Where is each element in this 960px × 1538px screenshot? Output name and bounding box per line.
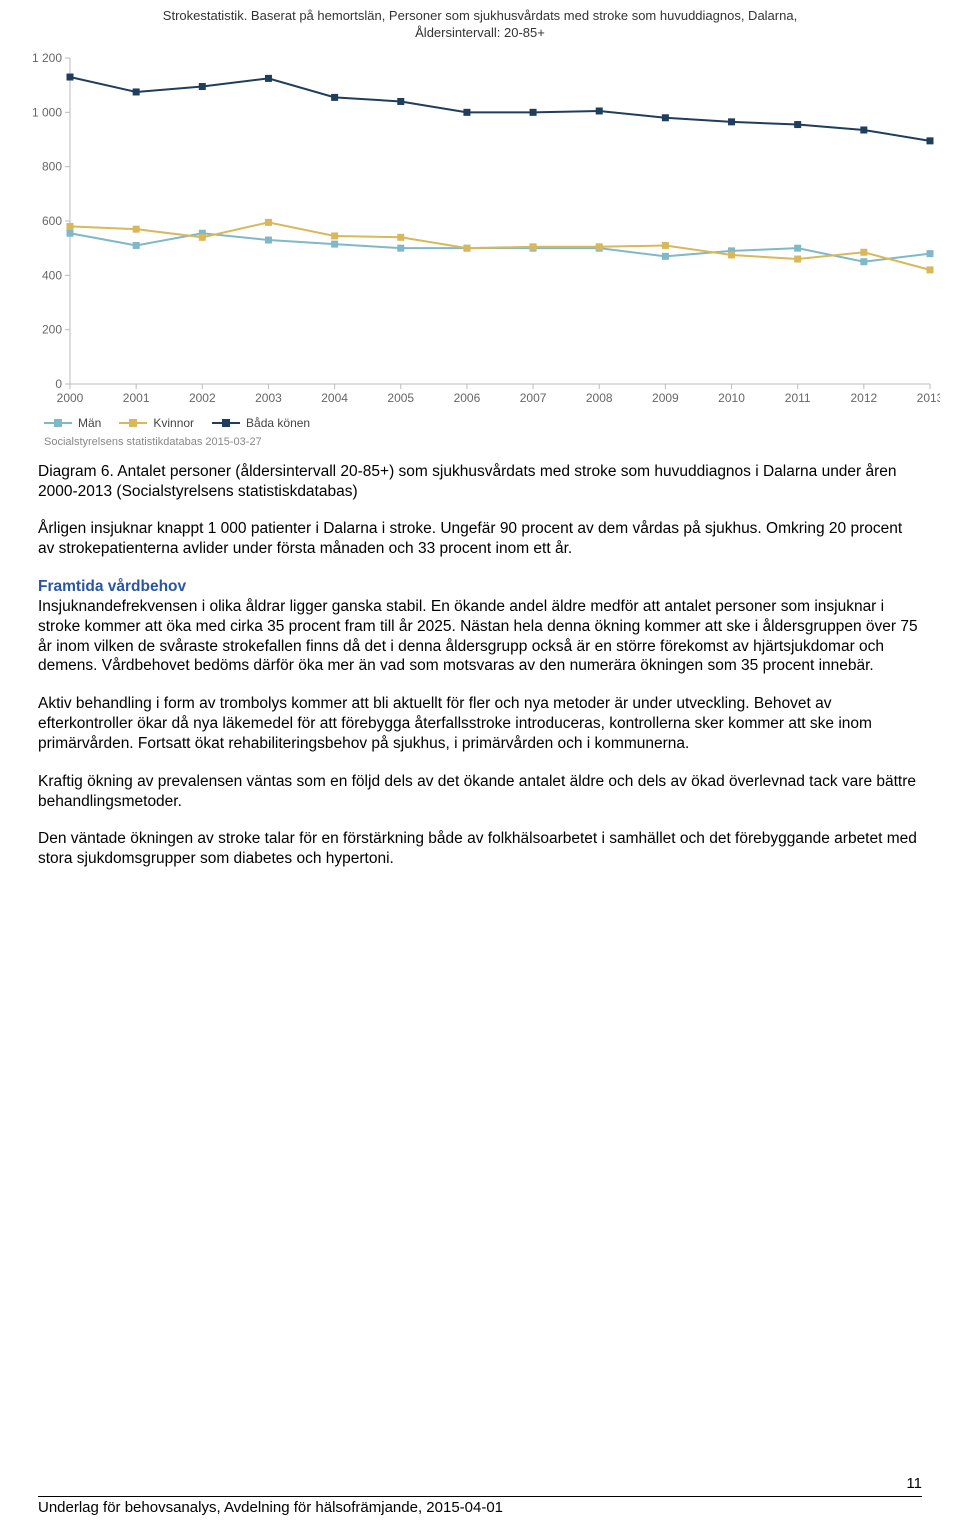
svg-text:2007: 2007 [520,391,547,405]
paragraph-5: Den väntade ökningen av stroke talar för… [38,829,922,869]
footer-text: Underlag för behovsanalys, Avdelning för… [38,1499,503,1516]
chart-legend: Män Kvinnor Båda könen [20,408,940,432]
figure-caption: Diagram 6. Antalet personer (åldersinter… [38,462,922,502]
chart-title-line1: Strokestatistik. Baserat på hemortslän, … [163,8,797,23]
legend-label: Män [78,416,101,430]
svg-text:400: 400 [42,268,62,282]
svg-text:2000: 2000 [57,391,84,405]
svg-text:800: 800 [42,159,62,173]
svg-text:1 000: 1 000 [32,105,62,119]
svg-text:2006: 2006 [454,391,481,405]
page-footer: Underlag för behovsanalys, Avdelning för… [38,1496,922,1516]
paragraph-4: Kraftig ökning av prevalensen väntas som… [38,772,922,812]
svg-text:600: 600 [42,214,62,228]
paragraph-1: Årligen insjuknar knappt 1 000 patienter… [38,519,922,559]
paragraph-3: Aktiv behandling i form av trombolys kom… [38,694,922,753]
svg-text:2004: 2004 [321,391,348,405]
svg-text:2003: 2003 [255,391,282,405]
paragraph-2: Insjuknandefrekvensen i olika åldrar lig… [38,598,918,674]
svg-text:2011: 2011 [785,391,811,405]
svg-text:2008: 2008 [586,391,613,405]
document-body: Diagram 6. Antalet personer (åldersinter… [0,462,960,869]
legend-swatch [212,422,240,424]
page-number: 11 [906,1475,922,1492]
paragraph-vardbehov: Framtida vårdbehov Insjuknandefrekvensen… [38,577,922,676]
svg-text:2010: 2010 [718,391,745,405]
chart-title: Strokestatistik. Baserat på hemortslän, … [20,8,940,42]
svg-text:200: 200 [42,322,62,336]
svg-text:2009: 2009 [652,391,679,405]
svg-text:0: 0 [55,377,62,391]
chart-region: Strokestatistik. Baserat på hemortslän, … [0,0,960,462]
section-heading-framtida: Framtida vårdbehov [38,578,186,595]
svg-text:2005: 2005 [387,391,414,405]
svg-text:2002: 2002 [189,391,216,405]
svg-text:2012: 2012 [850,391,877,405]
legend-item: Kvinnor [119,416,194,430]
chart-title-line2: Åldersintervall: 20-85+ [415,25,545,40]
chart-source: Socialstyrelsens statistikdatabas 2015-0… [20,432,940,462]
legend-item: Båda könen [212,416,310,430]
legend-label: Båda könen [246,416,310,430]
legend-swatch [44,422,72,424]
legend-swatch [119,422,147,424]
line-chart: 0 200 400 600 800 1 000 1 200 2000 2001 2002 2003 2… [20,48,940,408]
svg-text:2001: 2001 [123,391,150,405]
legend-item: Män [44,416,101,430]
svg-text:1 200: 1 200 [32,51,62,65]
legend-label: Kvinnor [153,416,194,430]
svg-text:2013: 2013 [917,391,940,405]
